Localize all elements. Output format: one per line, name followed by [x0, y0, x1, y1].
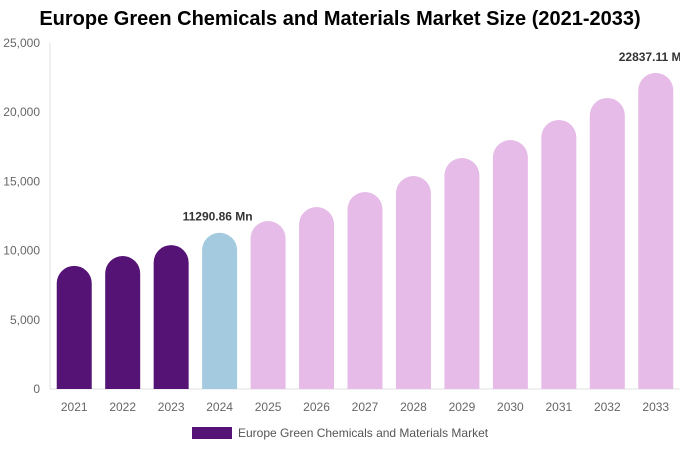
bar-2023 [153, 245, 189, 389]
x-tick-label: 2028 [400, 400, 427, 414]
bar-2022 [105, 255, 141, 389]
y-tick-label: 25,000 [3, 36, 40, 50]
x-tick-label: 2031 [545, 400, 572, 414]
x-tick-label: 2033 [642, 400, 669, 414]
bar-2030 [492, 140, 528, 389]
y-tick-label: 20,000 [3, 105, 40, 119]
bar-2026 [299, 207, 335, 389]
bar-2021 [56, 265, 92, 389]
bar-2033 [638, 72, 674, 390]
x-tick-label: 2027 [352, 400, 379, 414]
bar-2029 [444, 158, 480, 389]
data-label-2033: 22837.11 Mn [619, 50, 680, 64]
bar-2028 [395, 176, 431, 389]
y-tick-label: 10,000 [3, 244, 40, 258]
legend-swatch [192, 427, 232, 439]
y-tick-label: 0 [33, 382, 40, 396]
x-tick-label: 2029 [449, 400, 476, 414]
x-tick-label: 2021 [61, 400, 88, 414]
x-tick-label: 2026 [303, 400, 330, 414]
y-tick-label: 5,000 [10, 313, 40, 327]
x-tick-label: 2025 [255, 400, 282, 414]
x-tick-label: 2030 [497, 400, 524, 414]
x-tick-label: 2032 [594, 400, 621, 414]
bar-2027 [347, 192, 383, 389]
x-tick-label: 2023 [158, 400, 185, 414]
y-tick-label: 15,000 [3, 174, 40, 188]
data-label-2024: 11290.86 Mn [183, 210, 253, 224]
chart-title: Europe Green Chemicals and Materials Mar… [39, 8, 641, 30]
bar-2032 [589, 97, 625, 390]
legend-label: Europe Green Chemicals and Materials Mar… [238, 426, 489, 440]
x-tick-label: 2022 [109, 400, 136, 414]
bar-2024 [202, 232, 238, 389]
bar-2031 [541, 119, 577, 390]
bar-2025 [250, 220, 286, 389]
x-tick-label: 2024 [206, 400, 233, 414]
legend[interactable]: Europe Green Chemicals and Materials Mar… [192, 426, 488, 440]
